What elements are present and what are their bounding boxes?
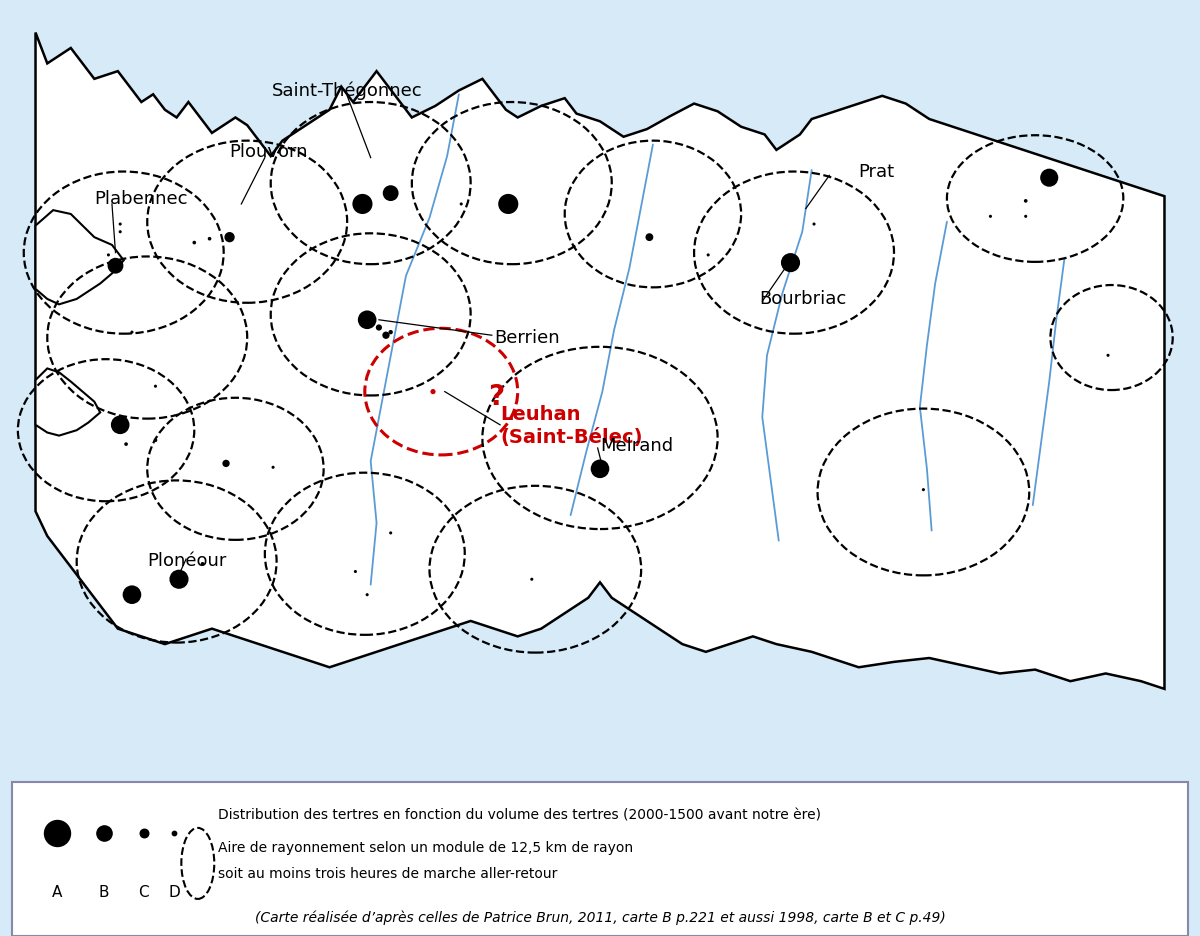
Point [193, 556, 212, 571]
Text: Plonéour: Plonéour [148, 552, 227, 570]
Point [781, 256, 800, 271]
Text: Plabennec: Plabennec [95, 190, 188, 208]
Text: soit au moins trois heures de marche aller-retour: soit au moins trois heures de marche all… [218, 868, 557, 881]
Text: (Carte réalisée d’après celles de Patrice Brun, 2011, carte B p.221 et aussi 199: (Carte réalisée d’après celles de Patric… [254, 910, 946, 925]
Point [110, 417, 130, 432]
Point [980, 209, 1000, 224]
Point [424, 384, 443, 399]
Point [640, 229, 659, 244]
Point [382, 525, 401, 540]
Point [146, 379, 166, 394]
Text: C: C [138, 885, 149, 900]
Text: Prat: Prat [859, 163, 895, 181]
Point [914, 482, 934, 497]
Point [358, 587, 377, 602]
Point [122, 325, 142, 340]
Polygon shape [36, 211, 124, 304]
Point [698, 247, 718, 262]
Text: Saint-Thégonnec: Saint-Thégonnec [272, 81, 422, 100]
Point [382, 185, 401, 200]
Polygon shape [36, 369, 101, 435]
Point [98, 247, 118, 262]
Point [122, 587, 142, 602]
Text: ?: ? [488, 383, 504, 411]
Point [522, 572, 541, 587]
Point [47, 825, 66, 840]
Point [353, 197, 372, 212]
Point [382, 325, 401, 340]
Point [377, 328, 396, 343]
Text: A: A [52, 885, 62, 900]
Point [94, 825, 113, 840]
Point [134, 825, 154, 840]
Text: B: B [98, 885, 109, 900]
Point [1016, 194, 1036, 209]
Text: (Saint-Bélec): (Saint-Bélec) [500, 429, 642, 447]
Text: Plouvorn: Plouvorn [229, 143, 308, 161]
Point [185, 235, 204, 250]
Text: Berrien: Berrien [494, 329, 559, 346]
Point [106, 258, 125, 273]
Point [1098, 348, 1117, 363]
Point [1039, 170, 1058, 185]
Text: D: D [168, 885, 180, 900]
Text: Bourbriac: Bourbriac [758, 290, 846, 308]
Text: Melrand: Melrand [600, 437, 673, 455]
Text: Aire de rayonnement selon un module de 12,5 km de rayon: Aire de rayonnement selon un module de 1… [218, 841, 632, 855]
Point [358, 313, 377, 328]
Text: Distribution des tertres en fonction du volume des tertres (2000-1500 avant notr: Distribution des tertres en fonction du … [218, 809, 821, 823]
Point [110, 216, 130, 231]
Point [116, 436, 136, 451]
Point [499, 197, 518, 212]
Point [264, 460, 283, 475]
Point [164, 825, 184, 840]
Point [146, 432, 166, 447]
Point [451, 197, 470, 212]
Point [216, 456, 235, 471]
Polygon shape [36, 33, 1164, 689]
Point [110, 225, 130, 240]
Point [590, 461, 610, 476]
Text: Leuhan: Leuhan [500, 405, 581, 424]
Point [169, 572, 188, 587]
Point [200, 231, 220, 246]
Point [220, 229, 239, 244]
Point [370, 320, 389, 335]
Point [346, 564, 365, 579]
Point [804, 216, 823, 231]
Point [1016, 209, 1036, 224]
